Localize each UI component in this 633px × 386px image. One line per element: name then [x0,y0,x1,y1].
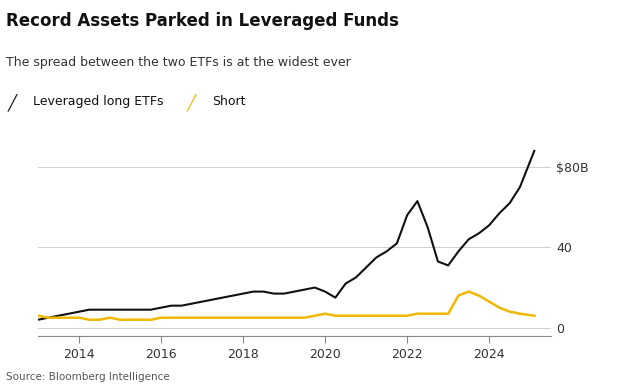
Text: Leveraged long ETFs: Leveraged long ETFs [33,95,163,108]
Text: Record Assets Parked in Leveraged Funds: Record Assets Parked in Leveraged Funds [6,12,399,30]
Text: ╱: ╱ [8,95,16,112]
Text: Short: Short [212,95,246,108]
Text: Source: Bloomberg Intelligence: Source: Bloomberg Intelligence [6,372,170,382]
Text: ╱: ╱ [187,95,196,112]
Text: The spread between the two ETFs is at the widest ever: The spread between the two ETFs is at th… [6,56,351,69]
